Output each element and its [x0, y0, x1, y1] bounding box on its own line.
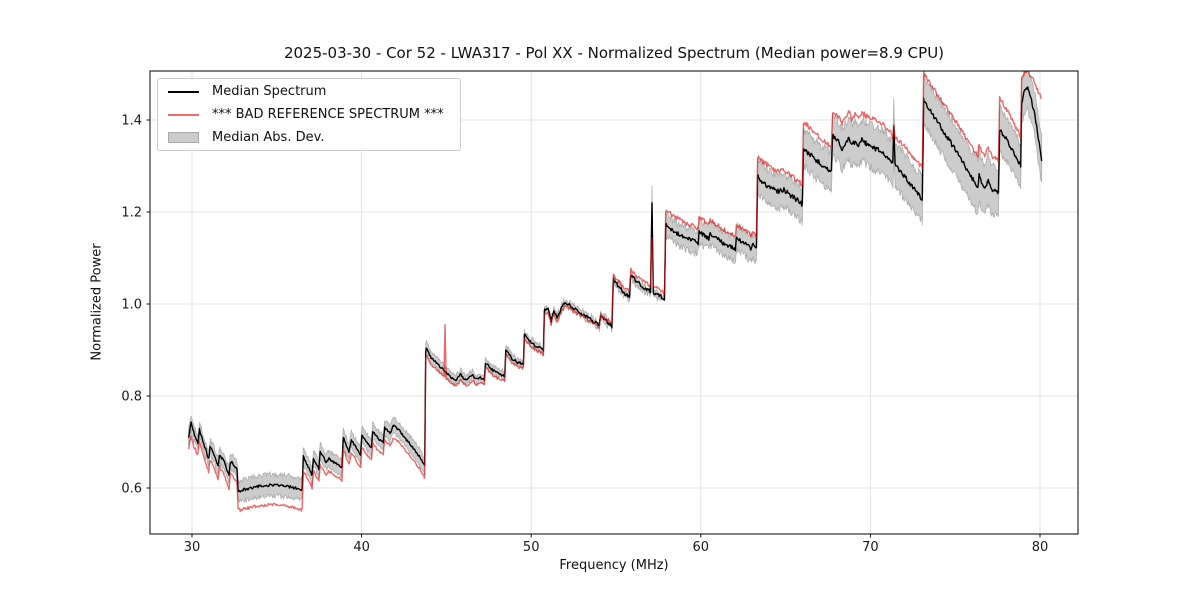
bad-reference-line-swatch — [168, 113, 199, 116]
legend-item-median-abs-dev: Median Abs. Dev. — [158, 126, 460, 149]
legend-label-median-abs-dev: Median Abs. Dev. — [212, 130, 325, 145]
x-axis-label: Frequency (MHz) — [559, 558, 669, 573]
legend: Median Spectrum *** BAD REFERENCE SPECTR… — [157, 78, 461, 151]
legend-item-bad-reference: *** BAD REFERENCE SPECTRUM *** — [158, 103, 460, 126]
y-tick-label: 1.4 — [121, 114, 142, 129]
y-axis-label: Normalized Power — [89, 243, 105, 361]
bad-reference-line — [187, 71, 1042, 513]
x-tick-label: 50 — [523, 540, 540, 555]
legend-item-median-spectrum: Median Spectrum — [158, 80, 460, 103]
mad-band-swatch — [168, 132, 199, 143]
median-line-swatch — [168, 90, 199, 93]
tick-marks — [146, 119, 1041, 538]
axes-frame — [149, 70, 1079, 535]
y-tick-label: 0.8 — [121, 390, 142, 405]
y-tick-label: 0.6 — [121, 482, 142, 497]
x-tick-label: 80 — [1032, 540, 1049, 555]
y-tick-label: 1.0 — [121, 298, 142, 313]
x-tick-label: 60 — [693, 540, 710, 555]
x-tick-label: 70 — [862, 540, 879, 555]
median-spectrum-line — [187, 86, 1043, 493]
y-tick-label: 1.2 — [121, 206, 142, 221]
chart-title: 2025-03-30 - Cor 52 - LWA317 - Pol XX - … — [283, 44, 945, 62]
legend-label-bad-reference: *** BAD REFERENCE SPECTRUM *** — [212, 107, 444, 122]
legend-label-median-spectrum: Median Spectrum — [212, 84, 327, 99]
mad-band — [188, 71, 1043, 504]
x-tick-label: 40 — [353, 540, 370, 555]
x-tick-label: 30 — [184, 540, 201, 555]
tick-labels: 30 40 50 60 70 80 0.6 0.8 1.0 1.2 1.4 — [121, 114, 1048, 556]
